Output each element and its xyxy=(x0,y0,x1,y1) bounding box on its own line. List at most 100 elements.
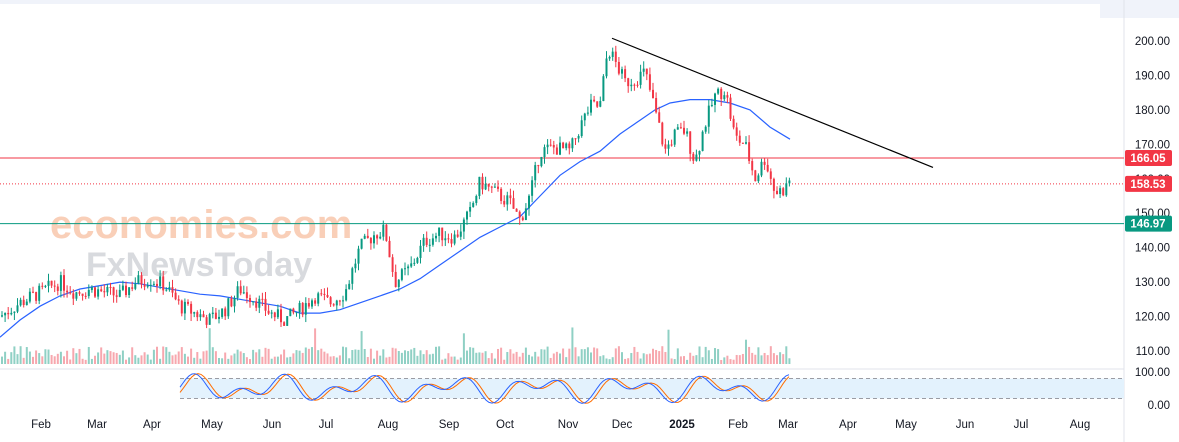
volume-bar xyxy=(22,357,25,364)
candle-body xyxy=(125,285,127,296)
x-tick-label: Jul xyxy=(1014,419,1029,431)
volume-bar xyxy=(717,349,720,364)
candle-body xyxy=(679,127,682,129)
volume-bar xyxy=(450,356,453,364)
volume-bar xyxy=(710,358,713,364)
candle-body xyxy=(484,183,487,190)
candle-body xyxy=(90,287,93,291)
volume-bar xyxy=(63,356,65,364)
candle-body xyxy=(379,236,382,239)
volume-bar xyxy=(596,348,599,364)
candle-body xyxy=(537,165,540,167)
volume-bar xyxy=(351,350,354,364)
candle-body xyxy=(245,292,248,299)
volume-bar xyxy=(447,353,450,364)
volume-bar xyxy=(407,351,410,364)
volume-bar xyxy=(503,359,506,364)
volume-bar xyxy=(481,352,484,364)
volume-bar xyxy=(317,350,320,364)
volume-bar xyxy=(335,357,338,364)
candle-body xyxy=(524,208,527,221)
volume-bar xyxy=(456,359,459,364)
volume-bar xyxy=(571,327,574,364)
candle-body xyxy=(462,219,465,232)
volume-bar xyxy=(159,358,162,364)
candle-body xyxy=(549,144,552,146)
volume-bar xyxy=(332,356,335,364)
volume-bar xyxy=(388,356,391,364)
volume-bar xyxy=(664,351,667,364)
candle-body xyxy=(137,275,140,284)
volume-bar xyxy=(466,350,468,364)
trendline[interactable] xyxy=(611,37,934,168)
volume-bar xyxy=(726,355,729,364)
candle-body xyxy=(4,312,7,316)
volume-bar xyxy=(577,356,580,364)
y-tick-label: 190.00 xyxy=(1135,70,1170,82)
candle-body xyxy=(183,301,186,314)
candle-body xyxy=(81,293,84,296)
volume-bar xyxy=(47,349,50,364)
candle-body xyxy=(286,316,289,326)
volume-bar xyxy=(391,347,394,364)
candle-body xyxy=(320,293,323,295)
volume-bar xyxy=(81,358,84,364)
volume-bar xyxy=(478,352,481,364)
candle-body xyxy=(469,206,472,212)
candle-body xyxy=(605,58,608,77)
candle-body xyxy=(224,308,227,317)
candle-body xyxy=(745,142,747,144)
candle-body xyxy=(574,138,577,140)
volume-bar xyxy=(459,357,462,364)
volume-bar xyxy=(202,351,205,364)
volume-bar xyxy=(602,355,605,364)
candle-body xyxy=(438,227,441,236)
candle-body xyxy=(221,308,224,317)
volume-bar xyxy=(131,347,134,364)
volume-bar xyxy=(493,358,496,364)
candle-body xyxy=(596,101,599,107)
candle-body xyxy=(450,239,453,244)
candle-body xyxy=(280,309,282,323)
volume-bar xyxy=(214,351,217,364)
candle-body xyxy=(521,217,524,221)
candle-body xyxy=(19,299,22,306)
volume-bar xyxy=(435,346,437,364)
candle-body xyxy=(134,283,137,289)
volume-bar xyxy=(475,352,478,364)
candle-body xyxy=(41,285,44,287)
volume-bar xyxy=(397,351,400,364)
volume-bar xyxy=(338,355,341,364)
candle-body xyxy=(490,186,493,188)
candle-body xyxy=(276,309,279,318)
volume-bar xyxy=(280,354,282,364)
volume-bar xyxy=(103,353,106,364)
candle-body xyxy=(689,131,692,154)
volume-bar xyxy=(270,358,273,364)
candle-body xyxy=(177,299,180,301)
volume-bar xyxy=(555,351,558,364)
candle-body xyxy=(196,312,199,318)
volume-bar xyxy=(772,353,775,364)
volume-bar xyxy=(673,359,676,364)
volume-bar xyxy=(648,353,651,364)
candle-body xyxy=(642,68,645,72)
volume-bar xyxy=(354,349,357,364)
x-tick-label: May xyxy=(895,419,917,431)
volume-bar xyxy=(19,346,22,364)
x-tick-label: Dec xyxy=(612,419,633,431)
volume-bar xyxy=(193,357,196,364)
volume-bar xyxy=(208,328,211,364)
candle-body xyxy=(72,293,75,299)
volume-bar xyxy=(125,359,127,364)
candle-body xyxy=(78,292,81,294)
candle-body xyxy=(140,275,143,285)
volume-bar xyxy=(729,359,732,364)
price-badge-label: 166.05 xyxy=(1130,153,1166,165)
volume-bar xyxy=(311,347,313,364)
candle-body xyxy=(1,315,3,317)
volume-bar xyxy=(366,357,369,364)
volume-bar xyxy=(236,349,239,364)
stochastic-tick-label: 0.00 xyxy=(1148,400,1170,412)
